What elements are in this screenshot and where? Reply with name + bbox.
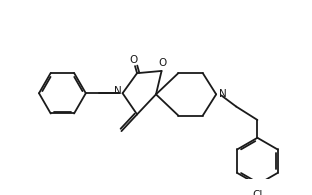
Text: Cl: Cl <box>252 190 263 195</box>
Text: O: O <box>158 58 167 68</box>
Text: O: O <box>129 55 137 65</box>
Text: N: N <box>114 86 122 96</box>
Text: N: N <box>219 89 227 99</box>
